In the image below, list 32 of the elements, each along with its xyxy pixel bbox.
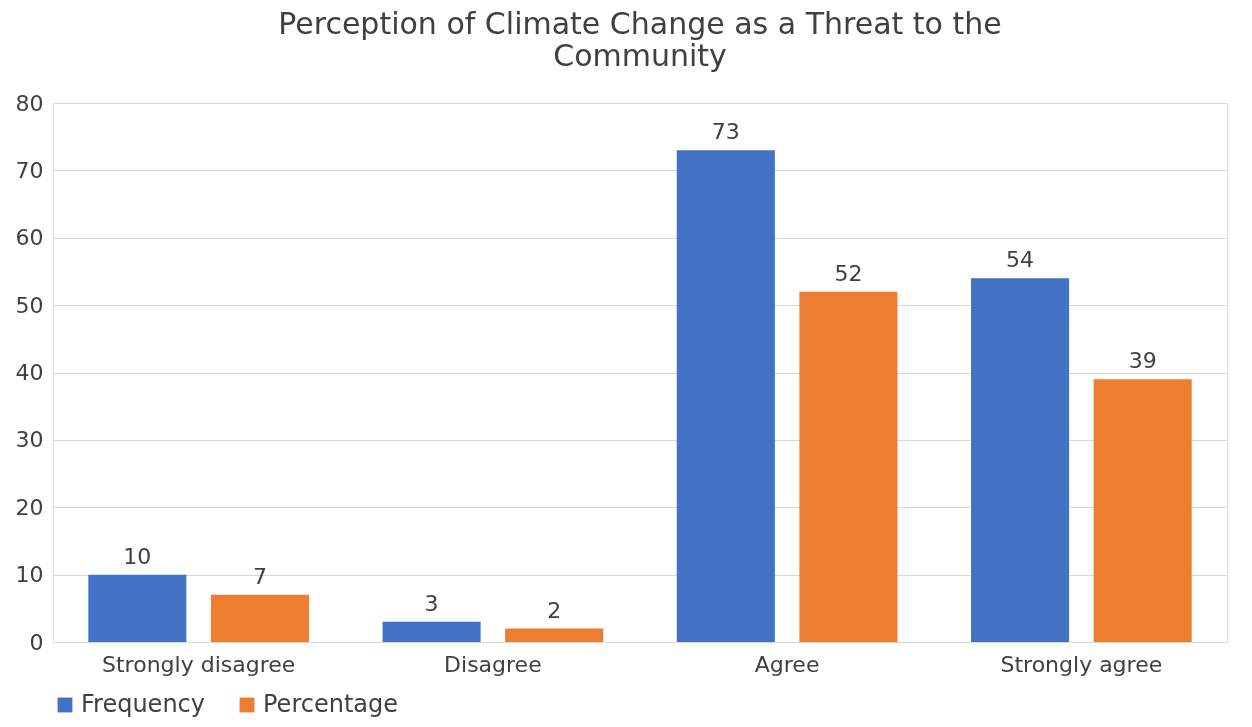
bar (1093, 379, 1192, 642)
y-tick-label: 0 (29, 629, 44, 655)
y-tick-label: 30 (15, 427, 44, 453)
data-label: 3 (424, 590, 439, 616)
bar (382, 621, 481, 642)
x-tick-label: Strongly agree (1000, 651, 1163, 677)
bar (505, 628, 604, 642)
bar (88, 574, 187, 642)
data-label: 7 (252, 563, 267, 589)
data-label: 54 (1006, 247, 1035, 273)
data-label: 2 (547, 597, 562, 623)
data-label: 52 (834, 260, 863, 286)
legend-label: Frequency (81, 690, 205, 718)
y-tick-label: 40 (15, 360, 44, 385)
chart-title: Perception of Climate Change as a Threat to the Community (278, 6, 1002, 73)
y-tick-label: 50 (15, 292, 44, 318)
x-tick-label: Agree (754, 651, 820, 677)
y-tick-label: 80 (15, 90, 44, 116)
legend-label: Percentage (263, 690, 399, 718)
y-tick-label: 70 (15, 157, 44, 183)
data-label: 39 (1128, 348, 1157, 374)
y-tick-label: 20 (15, 494, 44, 520)
y-tick-label: 10 (15, 562, 44, 588)
bar (799, 291, 898, 642)
y-tick-label: 60 (15, 225, 44, 251)
bar (210, 594, 309, 642)
bar (971, 278, 1070, 642)
bar (676, 150, 775, 642)
x-tick-label: Strongly disagree (102, 651, 296, 677)
data-label: 73 (711, 119, 740, 145)
data-label: 10 (123, 543, 152, 569)
x-tick-label: Disagree (444, 651, 542, 677)
